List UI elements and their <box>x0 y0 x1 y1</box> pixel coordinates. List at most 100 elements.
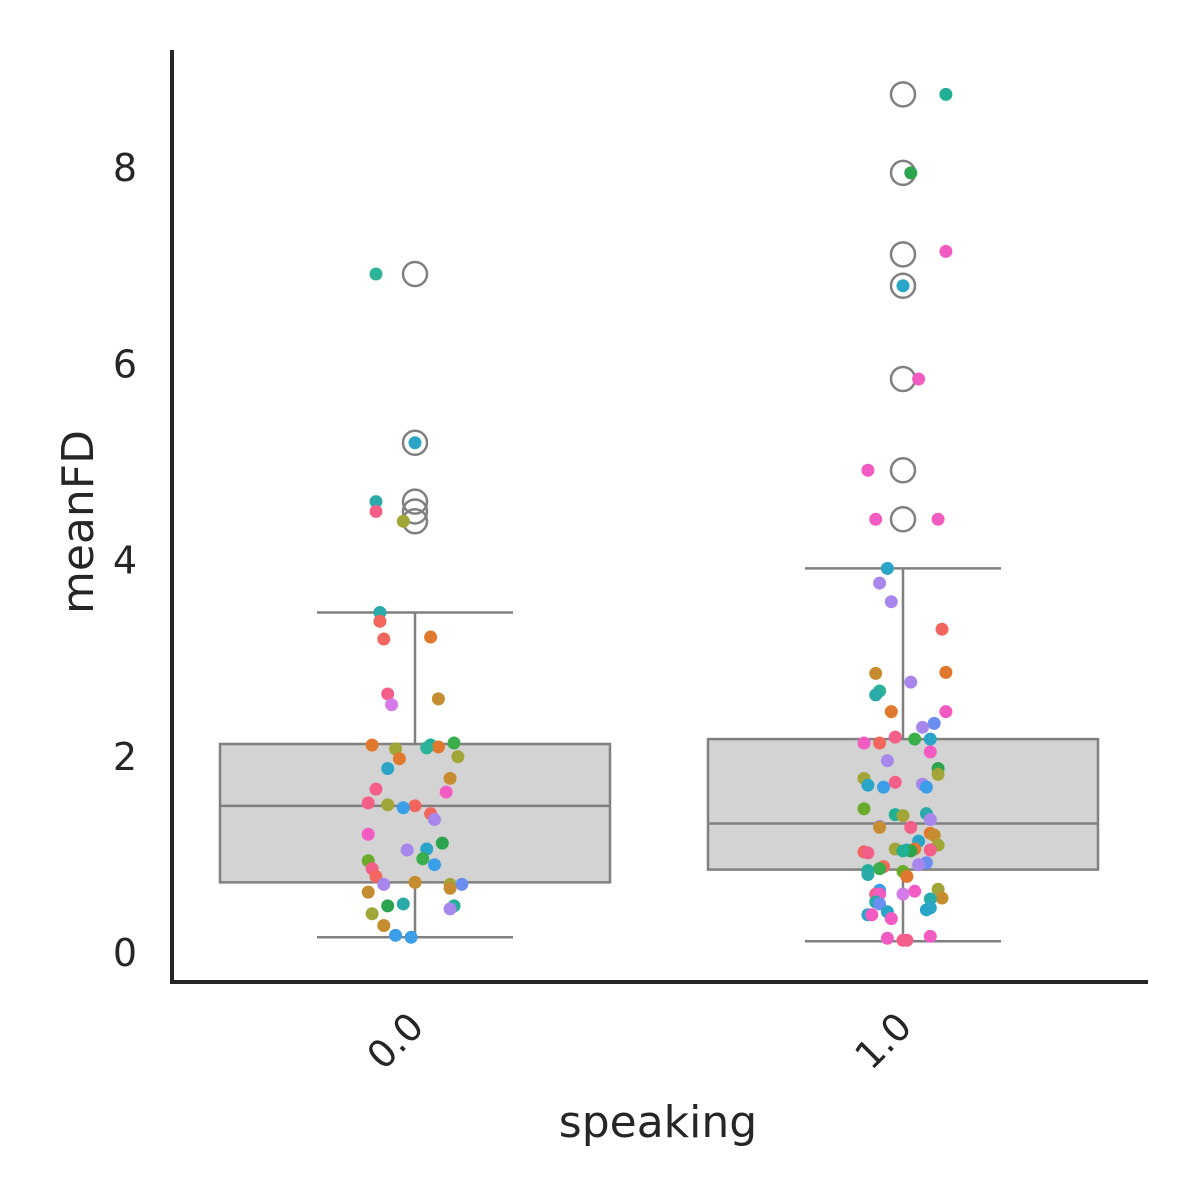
strip-point <box>396 897 410 911</box>
strip-point <box>377 919 391 933</box>
strip-point <box>923 813 937 827</box>
strip-point <box>443 902 457 916</box>
strip-point <box>916 720 929 734</box>
strip-points-layer <box>361 87 953 947</box>
strip-point <box>861 778 875 792</box>
outlier-marker <box>401 260 429 288</box>
strip-point <box>923 732 937 746</box>
strip-point <box>888 730 902 744</box>
outlier-marker <box>889 81 917 108</box>
strip-point <box>420 741 434 755</box>
outlier-marker <box>889 365 917 393</box>
strip-point <box>365 738 379 752</box>
strip-point <box>884 912 898 926</box>
strip-point <box>865 908 879 922</box>
strip-point <box>896 809 910 823</box>
boxes-layer <box>218 81 1100 943</box>
strip-point <box>396 801 410 815</box>
strip-point <box>369 267 383 281</box>
x-tick-label: 1.0 <box>846 1004 920 1078</box>
strip-point <box>935 891 949 905</box>
strip-point <box>927 828 941 842</box>
strip-point <box>880 561 894 575</box>
strip-point <box>369 782 383 796</box>
iqr-box <box>218 742 612 884</box>
strip-point <box>919 780 933 794</box>
strip-point <box>365 907 379 921</box>
strip-point <box>939 705 953 719</box>
strip-point <box>381 762 395 776</box>
strip-point <box>861 463 875 477</box>
strip-point <box>424 630 438 644</box>
strip-point <box>869 688 883 702</box>
strip-point <box>939 244 953 258</box>
strip-point <box>385 698 399 712</box>
outlier-marker <box>401 429 429 456</box>
outlier-marker <box>401 498 429 525</box>
strip-point <box>896 887 910 901</box>
strip-point <box>861 868 875 881</box>
strip-point <box>873 736 887 750</box>
strip-point <box>443 881 457 895</box>
strip-point <box>431 740 445 754</box>
y-tick-label: 6 <box>113 342 137 386</box>
strip-point <box>935 622 949 636</box>
outlier-marker <box>889 272 917 299</box>
strip-point <box>451 750 465 764</box>
strip-point <box>377 877 391 891</box>
strip-point <box>927 716 941 730</box>
strip-point <box>404 930 418 944</box>
strip-point <box>900 933 914 947</box>
strip-point <box>880 931 894 945</box>
strip-point <box>900 869 914 883</box>
strip-point <box>439 785 453 799</box>
strip-point <box>420 842 434 856</box>
strip-point <box>455 877 469 891</box>
outlier-marker <box>889 456 917 484</box>
strip-point <box>361 885 375 899</box>
strip-point <box>931 767 945 781</box>
strip-point <box>369 495 383 509</box>
strip-point <box>416 852 430 866</box>
strip-point <box>931 512 945 526</box>
strip-point <box>884 705 898 719</box>
axes-layer <box>170 50 1148 984</box>
strip-point <box>389 742 402 756</box>
strip-point <box>888 775 902 789</box>
strip-point <box>904 166 918 180</box>
strip-point <box>435 836 449 850</box>
strip-point <box>396 514 410 528</box>
strip-point <box>896 279 910 293</box>
strip-point <box>912 858 926 872</box>
strip-point <box>939 87 953 101</box>
strip-point <box>428 858 441 872</box>
strip-point <box>884 595 898 609</box>
box-0.0 <box>218 260 612 939</box>
y-tick-label: 4 <box>113 539 137 583</box>
strip-point <box>869 666 883 680</box>
strip-point <box>908 732 922 746</box>
strip-point <box>377 632 391 646</box>
strip-point <box>428 813 441 827</box>
strip-point <box>919 903 933 917</box>
strip-point <box>857 736 871 750</box>
strip-point <box>873 862 887 876</box>
strip-point <box>861 846 875 860</box>
strip-point <box>361 827 375 841</box>
strip-point <box>443 771 457 785</box>
strip-point <box>939 665 953 679</box>
strip-point <box>923 929 937 943</box>
strip-point <box>400 843 414 857</box>
strip-point <box>369 504 383 518</box>
outlier-marker <box>401 488 429 515</box>
outlier-marker <box>889 241 917 268</box>
strip-point <box>408 875 422 889</box>
strip-point <box>880 754 894 768</box>
strip-point <box>877 780 890 794</box>
strip-point <box>873 576 887 590</box>
strip-point <box>873 820 887 834</box>
strip-point <box>361 796 375 810</box>
strip-point <box>389 928 402 942</box>
strip-point <box>381 687 395 701</box>
